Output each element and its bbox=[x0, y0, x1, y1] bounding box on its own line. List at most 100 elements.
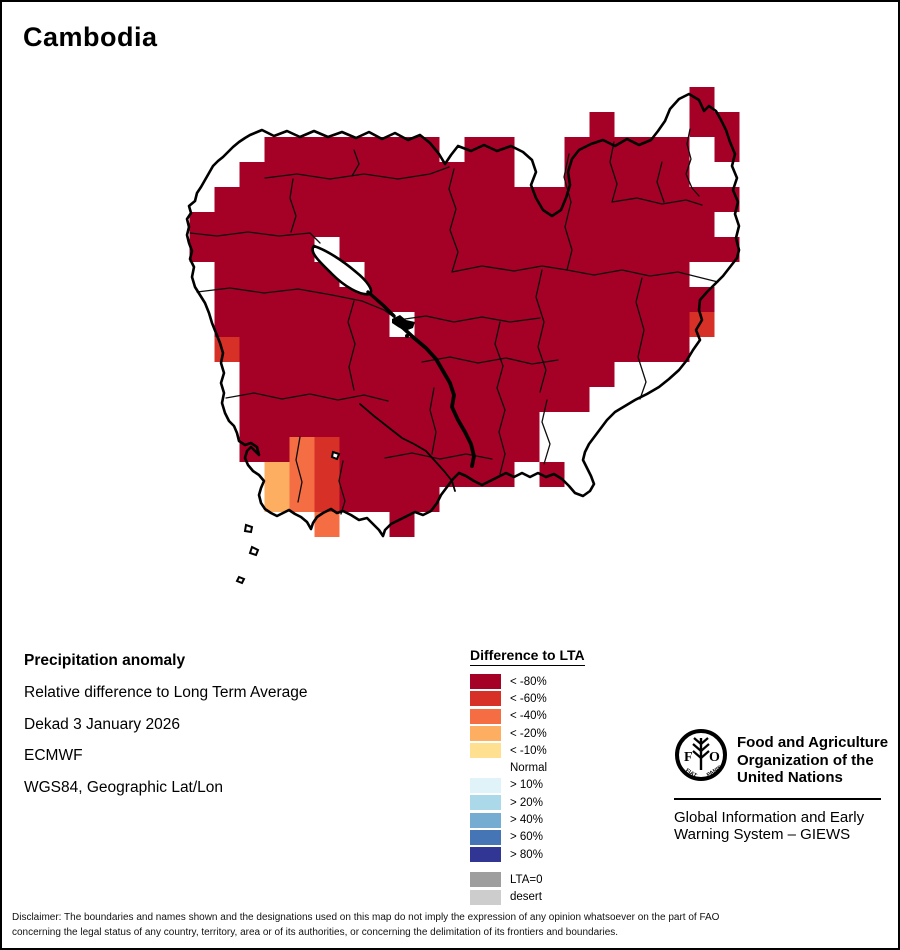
map-cell bbox=[589, 287, 615, 312]
map-cell bbox=[264, 237, 290, 262]
tonle-sap-lake bbox=[311, 244, 476, 492]
legend-title: Difference to LTA bbox=[470, 647, 585, 666]
map-cell bbox=[239, 312, 265, 337]
map-cell bbox=[339, 412, 365, 437]
info-line-projection: WGS84, Geographic Lat/Lon bbox=[24, 778, 224, 796]
map-cell bbox=[514, 337, 540, 362]
country-border bbox=[185, 92, 741, 538]
legend-item: < -20% bbox=[470, 725, 660, 742]
map-cell bbox=[664, 237, 690, 262]
map-cell bbox=[414, 462, 440, 487]
map-cell bbox=[314, 287, 340, 312]
map-cell bbox=[364, 487, 390, 512]
map-cell bbox=[589, 112, 615, 137]
map-cell bbox=[439, 312, 465, 337]
legend-swatch bbox=[470, 889, 501, 905]
legend-label: Normal bbox=[510, 762, 548, 775]
fao-separator bbox=[674, 797, 881, 800]
map-cell bbox=[314, 162, 340, 187]
map-cell bbox=[214, 187, 240, 212]
svg-text:F: F bbox=[684, 750, 693, 765]
map-cell bbox=[289, 437, 315, 462]
legend-item: > 60% bbox=[470, 829, 660, 846]
map-cell bbox=[514, 237, 540, 262]
giews-line: Warning System – GIEWS bbox=[674, 826, 851, 843]
map-cell bbox=[239, 387, 265, 412]
legend-label: < -20% bbox=[510, 727, 547, 740]
map-cell bbox=[564, 237, 590, 262]
legend-label: < -80% bbox=[510, 675, 547, 688]
legend-swatch bbox=[470, 708, 501, 724]
map-cell bbox=[514, 312, 540, 337]
map-cell bbox=[514, 387, 540, 412]
legend-swatch bbox=[470, 743, 501, 759]
map-cell bbox=[639, 237, 665, 262]
map-cell bbox=[364, 137, 390, 162]
map-cell bbox=[364, 462, 390, 487]
map-cell bbox=[689, 212, 715, 237]
map-cell bbox=[664, 287, 690, 312]
map-cell bbox=[614, 137, 640, 162]
map-cell bbox=[489, 287, 515, 312]
map-cell bbox=[539, 337, 565, 362]
map-cell bbox=[264, 487, 290, 512]
fao-org-line: Organization of the bbox=[737, 751, 874, 769]
map-cell bbox=[614, 237, 640, 262]
map-cell bbox=[239, 237, 265, 262]
legend-item: > 80% bbox=[470, 846, 660, 863]
map-cell bbox=[239, 262, 265, 287]
legend-item: > 20% bbox=[470, 794, 660, 811]
legend-extra-items: LTA=0 desert bbox=[470, 871, 660, 906]
map-cell bbox=[364, 312, 390, 337]
map-cell bbox=[514, 262, 540, 287]
anomaly-grid bbox=[189, 87, 740, 537]
map-cell bbox=[264, 262, 290, 287]
map-cell bbox=[314, 137, 340, 162]
map-cell bbox=[289, 412, 315, 437]
legend-item: desert bbox=[470, 889, 660, 906]
map-cell bbox=[289, 387, 315, 412]
legend-label: > 10% bbox=[510, 779, 543, 792]
map-cell bbox=[389, 137, 415, 162]
legend-label: LTA=0 bbox=[510, 873, 543, 886]
map-cell bbox=[339, 137, 365, 162]
map-cell bbox=[714, 237, 740, 262]
map-cell bbox=[514, 437, 540, 462]
map-cell bbox=[364, 212, 390, 237]
map-cell bbox=[389, 462, 415, 487]
map-cell bbox=[464, 287, 490, 312]
legend-label: < -10% bbox=[510, 744, 547, 757]
map-cell bbox=[389, 337, 415, 362]
map-cell bbox=[689, 237, 715, 262]
map-cell bbox=[389, 187, 415, 212]
legend-swatch bbox=[470, 777, 501, 793]
province-borders bbox=[189, 128, 719, 515]
map-cell bbox=[389, 162, 415, 187]
map-cell bbox=[564, 262, 590, 287]
map-cell bbox=[439, 237, 465, 262]
map-cell bbox=[389, 212, 415, 237]
map-cell bbox=[289, 262, 315, 287]
map-cell bbox=[389, 512, 415, 537]
legend-swatch bbox=[470, 726, 501, 742]
disclaimer: Disclaimer: The boundaries and names sho… bbox=[12, 910, 892, 940]
giews-name: Global Information and Early Warning Sys… bbox=[674, 809, 889, 844]
legend-swatch bbox=[470, 812, 501, 828]
map-cell bbox=[239, 162, 265, 187]
map-cell bbox=[364, 187, 390, 212]
map-cell bbox=[439, 287, 465, 312]
legend-item: < -40% bbox=[470, 708, 660, 725]
map-cell bbox=[514, 412, 540, 437]
legend-swatch bbox=[470, 829, 501, 845]
disclaimer-line: concerning the legal status of any count… bbox=[12, 927, 619, 938]
map-cell bbox=[464, 162, 490, 187]
map-cell bbox=[589, 337, 615, 362]
fao-block: F O FIAT PANIS Food and Agriculture Orga… bbox=[674, 728, 889, 844]
map-cell bbox=[364, 262, 390, 287]
map-cell bbox=[389, 437, 415, 462]
map-cell bbox=[189, 237, 215, 262]
islands bbox=[235, 450, 341, 585]
map-cell bbox=[339, 462, 365, 487]
map-cell bbox=[489, 412, 515, 437]
